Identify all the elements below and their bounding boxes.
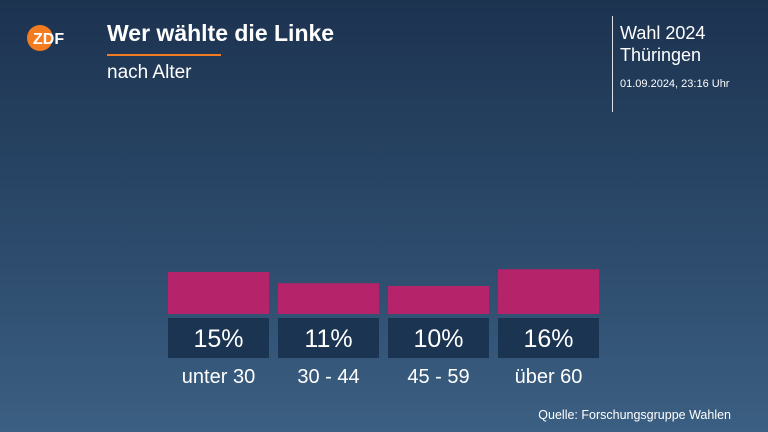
value-label-box-1 (278, 318, 379, 358)
title-underline (107, 54, 221, 56)
value-label-3: 16% (523, 325, 573, 353)
panel-divider (612, 16, 613, 112)
category-label-1: 30 - 44 (297, 366, 359, 388)
value-label-box-3 (498, 318, 599, 358)
chart-title: Wer wählte die Linke (107, 20, 335, 46)
bar-3 (498, 269, 599, 314)
zdf-logo: ZDF (27, 25, 64, 51)
source-note: Quelle: Forschungsgruppe Wahlen (538, 408, 731, 422)
chart-subtitle: nach Alter (107, 62, 192, 83)
value-label-2: 10% (413, 325, 463, 353)
election-panel-title: Wahl 2024 Thüringen (620, 22, 705, 66)
value-label-1: 11% (304, 325, 352, 353)
bar-2 (388, 286, 489, 314)
value-label-box-0 (168, 318, 269, 358)
category-label-3: über 60 (515, 366, 583, 388)
election-state: Thüringen (620, 45, 702, 65)
timestamp: 01.09.2024, 23:16 Uhr (620, 78, 730, 90)
bar-1 (278, 283, 379, 314)
value-label-box-2 (388, 318, 489, 358)
value-label-0: 15% (193, 325, 243, 353)
bar-0 (168, 272, 269, 314)
election-name: Wahl 2024 (620, 23, 706, 43)
category-label-2: 45 - 59 (407, 366, 469, 388)
category-label-0: unter 30 (182, 366, 255, 388)
logo-text: ZDF (33, 31, 64, 48)
